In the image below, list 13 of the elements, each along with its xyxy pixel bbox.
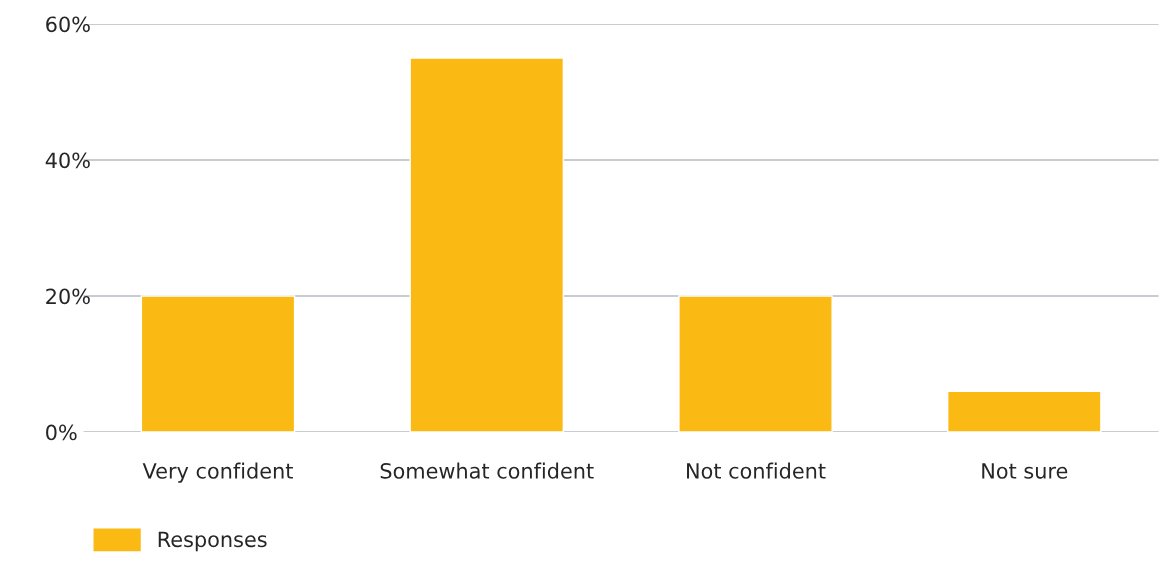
x-tick-label: Not sure — [982, 463, 1068, 479]
y-tick-label: 40% — [45, 152, 90, 169]
bar — [678, 295, 833, 433]
y-tick-label: 20% — [46, 288, 90, 305]
bar — [409, 57, 565, 433]
bar — [140, 295, 296, 433]
y-tick-label: 0% — [46, 424, 77, 441]
x-tick-label: Somewhat confident — [380, 462, 594, 479]
x-tick-label: Very confident — [142, 462, 293, 483]
legend-label: Responses — [158, 531, 267, 552]
bar — [946, 390, 1102, 433]
x-tick-label: Not confident — [687, 462, 826, 479]
y-tick-label: 60% — [46, 16, 90, 33]
